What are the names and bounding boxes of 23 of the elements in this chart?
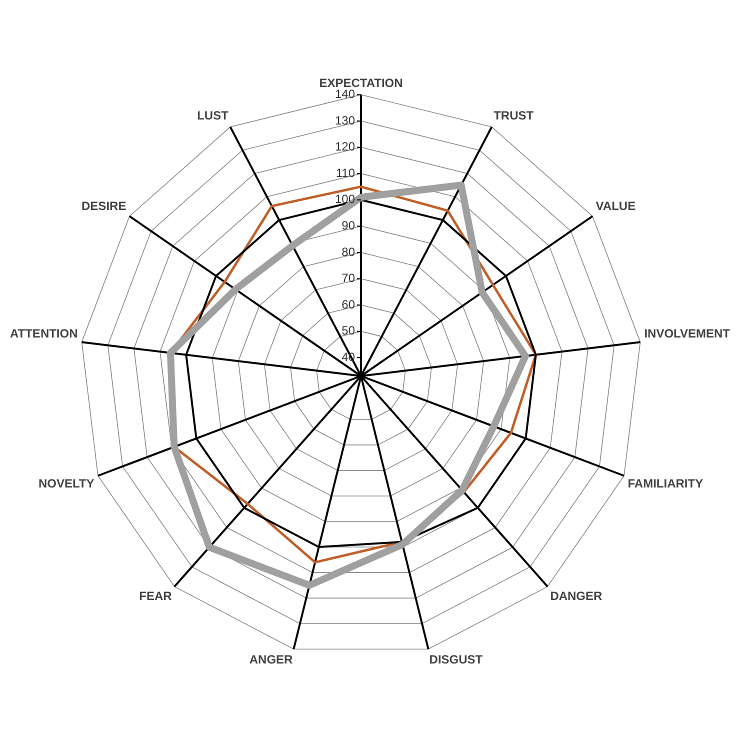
y-tick-label: 140 (334, 87, 356, 102)
y-tick-label: 90 (342, 218, 356, 232)
spoke-label: TRUST (494, 108, 534, 122)
spoke-label: DESIRE (82, 199, 126, 214)
spoke-label: FEAR (139, 589, 172, 604)
spoke-label: FAMILIARITY (628, 476, 704, 491)
spoke-label: DISGUST (429, 652, 484, 667)
spoke-label: VALUE (596, 199, 636, 214)
y-tick-label: 50 (342, 324, 356, 338)
spoke-label: DANGER (550, 589, 603, 604)
y-tick-label: 100 (334, 192, 356, 206)
spoke-label: INVOLVEMENT (644, 326, 731, 341)
y-tick-label: 80 (342, 244, 356, 259)
spoke-label: LUST (197, 108, 230, 122)
spoke-label: ANGER (249, 652, 294, 667)
y-tick-label: 120 (334, 140, 356, 154)
spoke-label: NOVELTY (38, 476, 94, 491)
y-tick-label: 70 (342, 271, 356, 286)
y-tick-label: 60 (342, 297, 356, 312)
spoke-label: ATTENTION (10, 326, 78, 341)
y-tick-label: 130 (334, 113, 356, 128)
spoke-label: EXPECTATION (319, 76, 403, 90)
y-tick-label: 110 (336, 166, 356, 180)
